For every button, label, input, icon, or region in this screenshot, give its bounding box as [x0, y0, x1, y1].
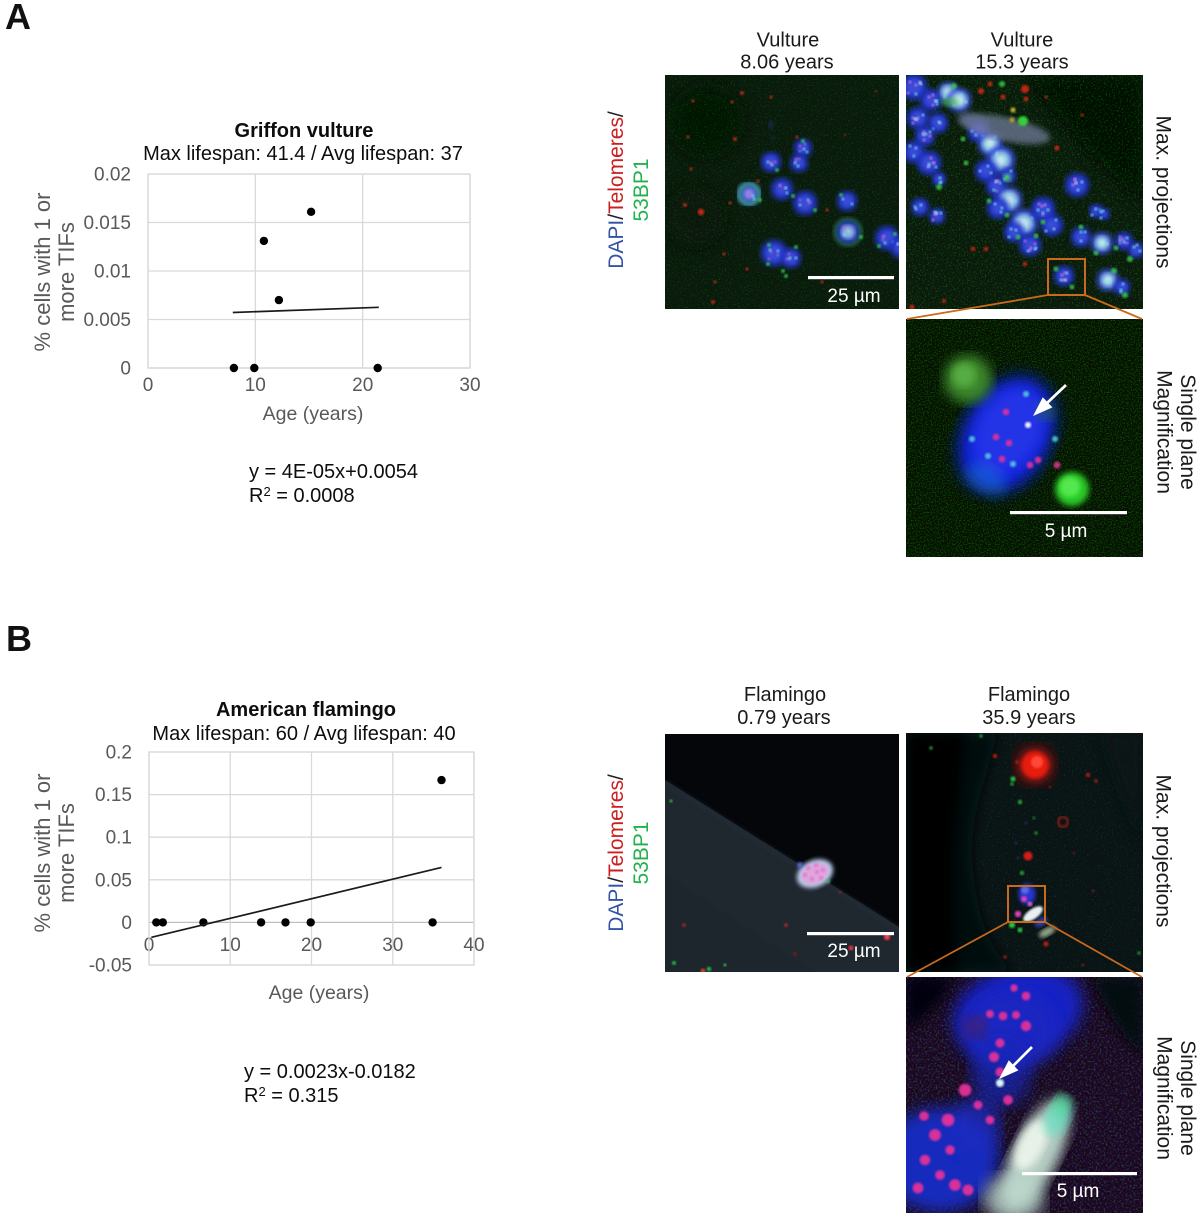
- svg-text:10: 10: [245, 375, 266, 396]
- svg-text:% cells with 1 or: % cells with 1 or: [30, 193, 55, 352]
- svg-text:0.005: 0.005: [83, 310, 131, 331]
- svg-text:30: 30: [459, 375, 480, 396]
- svg-text:Max lifespan: 41.4 / Avg lifes: Max lifespan: 41.4 / Avg lifespan: 37: [143, 143, 463, 165]
- svg-text:American flamingo: American flamingo: [216, 699, 396, 721]
- svg-text:Vulture: Vulture: [991, 30, 1054, 52]
- svg-text:Magnification: Magnification: [1153, 370, 1176, 494]
- svg-text:B: B: [6, 618, 32, 659]
- svg-text:53BP1: 53BP1: [630, 158, 653, 221]
- svg-text:20: 20: [352, 375, 373, 396]
- svg-text:0: 0: [120, 359, 131, 380]
- svg-text:more TIFs: more TIFs: [54, 222, 79, 322]
- svg-text:5 µm: 5 µm: [1045, 521, 1088, 542]
- svg-text:8.06 years: 8.06 years: [740, 52, 833, 74]
- svg-text:Max. projections: Max. projections: [1152, 116, 1175, 269]
- svg-text:R2 = 0.0008: R2 = 0.0008: [249, 484, 355, 507]
- svg-text:15.3 years: 15.3 years: [975, 52, 1068, 74]
- svg-text:Age (years): Age (years): [263, 403, 364, 425]
- svg-text:0.02: 0.02: [94, 165, 131, 186]
- svg-text:53BP1: 53BP1: [630, 821, 653, 884]
- svg-text:25 µm: 25 µm: [827, 941, 880, 962]
- svg-text:Age (years): Age (years): [269, 982, 370, 1004]
- svg-text:Griffon vulture: Griffon vulture: [235, 120, 374, 142]
- svg-text:A: A: [5, 0, 31, 37]
- svg-text:25 µm: 25 µm: [827, 286, 880, 307]
- svg-text:more TIFs: more TIFs: [54, 803, 79, 903]
- svg-text:R2 = 0.315: R2 = 0.315: [244, 1084, 339, 1107]
- svg-text:Flamingo: Flamingo: [988, 684, 1070, 706]
- svg-text:Flamingo: Flamingo: [744, 684, 826, 706]
- svg-text:Single plane: Single plane: [1176, 374, 1199, 490]
- svg-text:0.015: 0.015: [83, 213, 131, 234]
- svg-text:DAPI/Telomeres/: DAPI/Telomeres/: [605, 774, 628, 932]
- svg-text:y = 4E-05x+0.0054: y = 4E-05x+0.0054: [249, 461, 418, 483]
- svg-text:Single plane: Single plane: [1176, 1040, 1199, 1156]
- svg-text:Max lifespan: 60 / Avg lifespa: Max lifespan: 60 / Avg lifespan: 40: [152, 723, 455, 745]
- svg-text:20: 20: [301, 935, 322, 956]
- svg-text:Magnification: Magnification: [1153, 1036, 1176, 1160]
- svg-text:Max. projections: Max. projections: [1152, 775, 1175, 928]
- svg-text:0.2: 0.2: [106, 743, 132, 764]
- svg-text:0.79 years: 0.79 years: [737, 707, 830, 729]
- svg-text:0: 0: [121, 913, 132, 934]
- svg-text:% cells with 1 or: % cells with 1 or: [30, 774, 55, 933]
- svg-text:5 µm: 5 µm: [1057, 1181, 1100, 1202]
- svg-text:0.1: 0.1: [106, 828, 132, 849]
- svg-text:0: 0: [143, 375, 154, 396]
- svg-text:30: 30: [382, 935, 403, 956]
- svg-text:0.05: 0.05: [95, 870, 132, 891]
- svg-text:Vulture: Vulture: [757, 30, 820, 52]
- svg-text:10: 10: [220, 935, 241, 956]
- svg-text:y = 0.0023x-0.0182: y = 0.0023x-0.0182: [244, 1061, 416, 1083]
- svg-text:0.01: 0.01: [94, 262, 131, 283]
- svg-text:-0.05: -0.05: [89, 956, 132, 977]
- svg-text:0.15: 0.15: [95, 785, 132, 806]
- svg-text:DAPI/Telomeres/: DAPI/Telomeres/: [605, 111, 628, 269]
- svg-text:35.9 years: 35.9 years: [982, 707, 1075, 729]
